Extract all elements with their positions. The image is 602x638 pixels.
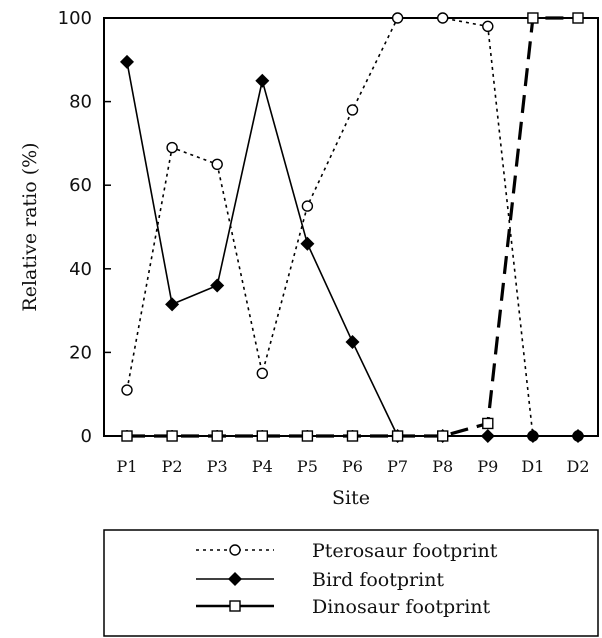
x-tick-label: D1 (521, 457, 544, 476)
legend-marker-pterosaur (229, 544, 241, 556)
point-pterosaur (346, 104, 359, 116)
point-bird (120, 54, 134, 69)
series-layer (120, 12, 585, 443)
legend-marker-dinosaur (229, 600, 241, 612)
legend-label-bird: Bird footprint (312, 569, 444, 591)
y-tick-label: 100 (58, 8, 92, 29)
point-bird (525, 429, 540, 443)
legend-label-dinosaur: Dinosaur footprint (312, 596, 491, 618)
point-bird (255, 73, 270, 88)
point-dinosaur (437, 430, 449, 442)
point-pterosaur (301, 200, 314, 212)
y-tick-label: 80 (69, 92, 92, 113)
series-line-bird (126, 61, 578, 437)
point-bird (165, 297, 180, 312)
point-dinosaur (572, 12, 584, 24)
y-tick-label: 40 (69, 259, 92, 280)
x-tick-label: P9 (477, 457, 498, 476)
point-bird (480, 429, 495, 443)
x-tick-label: P7 (387, 457, 408, 476)
x-tick-label: P4 (252, 457, 273, 476)
x-axis-label: Site (332, 487, 370, 509)
point-dinosaur (121, 430, 133, 442)
point-pterosaur (437, 12, 449, 24)
y-tick-label: 60 (69, 175, 92, 196)
point-dinosaur (166, 430, 178, 442)
y-axis: 0 20 40 60 80 100 (58, 8, 111, 447)
y-tick-label: 20 (69, 342, 92, 363)
y-axis-label: Relative ratio (%) (19, 142, 41, 311)
point-dinosaur (391, 430, 404, 442)
legend-marker-bird (228, 572, 242, 586)
point-pterosaur (211, 158, 223, 171)
point-dinosaur (346, 430, 359, 442)
point-pterosaur (391, 12, 404, 24)
point-pterosaur (166, 141, 178, 154)
plot-frame (103, 17, 599, 437)
point-dinosaur (527, 12, 539, 24)
x-tick-label: P5 (297, 457, 318, 476)
point-pterosaur (256, 367, 268, 379)
point-pterosaur (121, 384, 133, 396)
x-tick-label: D2 (566, 457, 589, 476)
x-tick-label: P6 (342, 457, 363, 476)
x-tick-label: P3 (207, 457, 228, 476)
point-bird (345, 334, 360, 349)
point-pterosaur (482, 20, 494, 33)
point-dinosaur (301, 430, 314, 442)
x-tick-label: P2 (162, 457, 183, 476)
y-tick-label: 0 (81, 426, 92, 447)
point-bird (300, 236, 315, 251)
point-bird (571, 429, 585, 443)
point-bird (210, 278, 225, 293)
x-tick-label: P1 (117, 457, 138, 476)
legend-box (103, 529, 599, 637)
series-line-pterosaur (126, 17, 578, 437)
legend: Pterosaur footprint Bird footprint Dinos… (103, 529, 599, 637)
point-dinosaur (211, 430, 223, 442)
point-dinosaur (256, 430, 268, 442)
point-dinosaur (482, 417, 494, 430)
legend-label-pterosaur: Pterosaur footprint (312, 540, 498, 562)
x-tick-label: P8 (432, 457, 453, 476)
